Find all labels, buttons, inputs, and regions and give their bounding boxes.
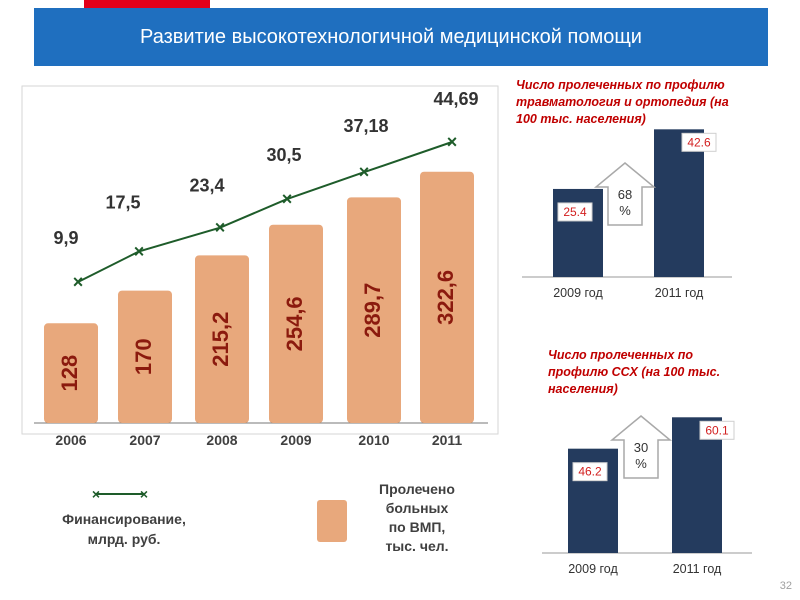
financing-value-label: 23,4 [189,176,224,196]
growth-percent-value: 30 [634,440,648,455]
bar-value-label: 128 [57,355,82,392]
mini-value-label: 60.1 [705,423,729,437]
financing-value-label: 9,9 [53,228,78,248]
mini-x-tick-label: 2011 год [655,286,704,300]
bar-treated-2010 [347,197,401,423]
growth-arrow-icon [609,415,673,479]
mini-value-box [699,420,735,440]
bar-treated-2007 [118,290,172,423]
legend: × × Финансирование, млрд. руб. Пролечено… [62,481,455,554]
mini-chart-cardio-title: Число пролеченных по профилю ССХ (на 100… [548,348,721,396]
legend-financing-label-line1: Финансирование, [62,511,186,527]
legend-bar-marker [317,500,347,542]
mini-chart-trauma-title: Число пролеченных по профилю травматолог… [516,78,729,126]
bar-treated-2008 [195,255,249,423]
growth-percent-sign: % [619,203,631,218]
financing-point-marker: × [447,132,458,152]
legend-treated-label-line1: Пролечено [379,481,455,497]
financing-value-label: 30,5 [266,145,301,165]
mini-value-box [572,462,608,482]
mini-value-label: 25.4 [563,205,587,219]
mini-x-tick-label: 2011 год [673,562,722,576]
bar-value-label: 289,7 [360,283,385,338]
financing-point-marker: × [73,272,84,292]
financing-value-label: 17,5 [105,192,140,212]
accent-bar [84,0,210,8]
financing-line [77,141,453,283]
financing-point-marker: × [215,218,226,238]
legend-treated-label-line3: по ВМП, [389,519,446,535]
main-chart-plot-area [21,85,499,435]
mini-chart-trauma: 25.4 2009 год 42.6 2011 год 68% [522,129,732,300]
growth-arrow-icon [593,162,657,226]
legend-line-x-right: × [140,486,148,502]
x-tick-label: 2008 [206,432,237,448]
financing-value-label: 44,69 [433,89,478,109]
financing-value-label: 37,18 [343,116,388,136]
mini-bar-2009-год [553,188,603,277]
x-tick-label: 2010 [358,432,389,448]
legend-treated-label-line2: больных [386,500,449,516]
mini-x-tick-label: 2009 год [553,286,603,300]
mini-bar-2011-год [654,129,704,277]
legend-treated-label-line4: тыс. чел. [385,538,448,554]
x-tick-label: 2009 [280,432,311,448]
mini-chart-cardio: 46.2 2009 год 60.1 2011 год 30% [542,415,752,576]
mini-value-label: 42.6 [687,135,711,149]
financing-point-marker: × [359,162,370,182]
bar-value-label: 254,6 [282,296,307,351]
x-tick-label: 2006 [55,432,86,448]
mini-value-box [681,132,717,152]
bar-value-label: 170 [131,338,156,375]
mini-bar-2011-год [672,417,722,553]
slide-number: 32 [779,580,792,592]
mini-value-label: 46.2 [578,465,602,479]
mini-value-box [557,202,593,222]
legend-line-x-left: × [92,486,100,502]
financing-point-marker: × [282,189,293,209]
financing-point-marker: × [134,241,145,261]
slide-title: Развитие высокотехнологичной медицинской… [140,25,642,48]
growth-percent-value: 68 [618,187,632,202]
title-bar: Развитие высокотехнологичной медицинской… [34,8,768,66]
growth-percent-sign: % [635,456,647,471]
bar-value-label: 322,6 [433,270,458,325]
bar-treated-2006 [44,323,98,423]
bar-value-label: 215,2 [208,312,233,367]
x-tick-label: 2011 [432,432,463,448]
x-tick-label: 2007 [129,432,160,448]
bar-treated-2011 [420,171,474,423]
legend-financing-label-line2: млрд. руб. [88,531,161,547]
bar-treated-2009 [269,224,323,423]
mini-x-tick-label: 2009 год [568,562,618,576]
